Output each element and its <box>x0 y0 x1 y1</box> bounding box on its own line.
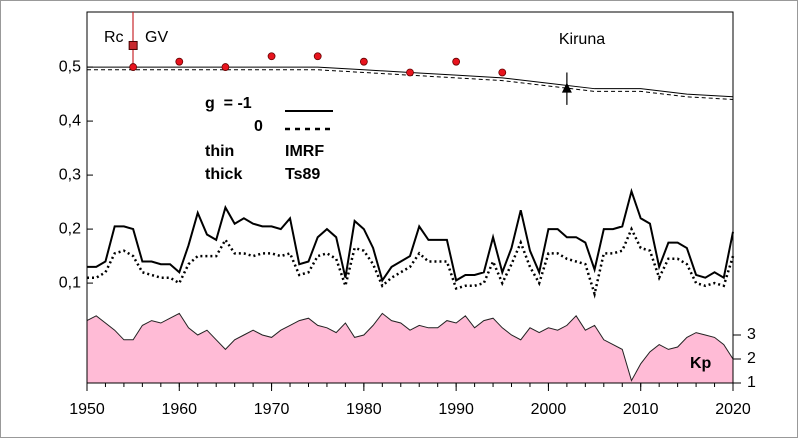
data-point <box>313 52 322 61</box>
y-tick-label: 0,3 <box>59 166 81 183</box>
annotation: Rc <box>104 29 124 46</box>
line-series <box>87 226 735 299</box>
y2-tick-label: 1 <box>747 374 756 391</box>
data-point <box>359 57 368 66</box>
y2-tick-label: 3 <box>747 326 756 343</box>
x-tick-label: 1990 <box>438 401 474 418</box>
legend-text: 0 <box>254 118 263 135</box>
data-point <box>128 40 138 50</box>
line-series <box>87 187 734 283</box>
x-tick-label: 1970 <box>254 401 290 418</box>
x-tick-label: 1960 <box>161 401 197 418</box>
x-tick-label: 1980 <box>346 401 382 418</box>
x-tick-label: 2020 <box>715 401 751 418</box>
legend-text: thick <box>205 166 242 183</box>
data-point <box>561 82 572 93</box>
legend-text: Ts89 <box>285 166 320 183</box>
data-point <box>452 57 461 66</box>
y-tick-label: 0,2 <box>59 220 81 237</box>
y-tick-label: 0,4 <box>59 112 81 129</box>
x-tick-label: 2000 <box>531 401 567 418</box>
data-point <box>129 63 138 71</box>
data-point <box>498 68 507 77</box>
plot-border <box>86 11 734 384</box>
y-tick-label: 0,1 <box>59 274 81 291</box>
x-tick-label: 1950 <box>69 401 105 418</box>
legend-text: IMRF <box>285 143 324 160</box>
data-point <box>175 57 184 66</box>
legend-text: g = -1 <box>205 95 252 112</box>
legend-text: thin <box>205 143 234 160</box>
annotation: Kiruna <box>559 31 605 48</box>
data-point <box>221 63 230 71</box>
kp-area <box>86 312 734 384</box>
y2-tick-label: 2 <box>747 350 756 367</box>
data-point <box>267 52 276 61</box>
y-tick-label: 0,5 <box>59 58 81 75</box>
annotation: GV <box>145 29 168 46</box>
x-tick-label: 2010 <box>623 401 659 418</box>
data-point <box>406 68 414 77</box>
annotation: Kp <box>690 355 712 372</box>
